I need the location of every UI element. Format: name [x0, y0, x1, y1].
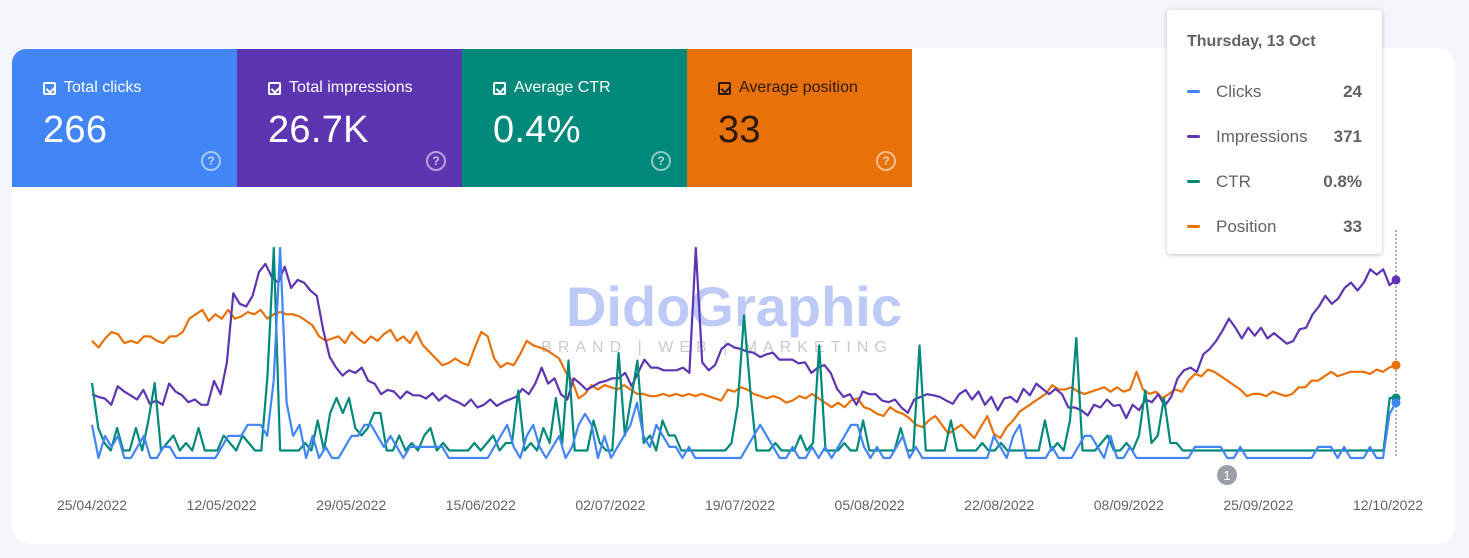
x-tick-label: 25/09/2022	[1223, 497, 1293, 513]
metric-tile-total-impressions[interactable]: Total impressions 26.7K ?	[237, 49, 462, 187]
series-line-impressions	[91, 246, 1397, 420]
help-icon[interactable]: ?	[201, 151, 221, 171]
tooltip-row-value: 0.8%	[1323, 171, 1362, 191]
annotation-marker[interactable]: 1	[1217, 465, 1237, 485]
metric-value: 0.4%	[493, 109, 581, 151]
x-tick-label: 08/09/2022	[1094, 497, 1164, 513]
hover-dot-position	[1391, 360, 1401, 370]
watermark-logo: DidoGraphic BRAND | WEB | MARKETING	[541, 275, 902, 356]
tooltip-row-clicks: Clicks 24	[1187, 69, 1362, 114]
help-icon[interactable]: ?	[426, 151, 446, 171]
metric-label: Total clicks	[64, 79, 142, 96]
tooltip-row-value: 24	[1343, 81, 1362, 101]
x-tick-label: 22/08/2022	[964, 497, 1034, 513]
metric-tile-total-clicks[interactable]: Total clicks 266 ?	[12, 49, 237, 187]
annotation-marker-label: 1	[1223, 468, 1230, 483]
metric-value: 266	[43, 109, 108, 151]
checkbox-icon[interactable]	[493, 81, 506, 95]
metric-value: 33	[718, 109, 761, 151]
tooltip-date: Thursday, 13 Oct	[1187, 33, 1316, 50]
x-tick-label: 12/10/2022	[1353, 497, 1423, 513]
hover-dots	[1391, 275, 1401, 408]
tooltip-row-value: 33	[1343, 216, 1362, 236]
x-tick-label: 02/07/2022	[575, 497, 645, 513]
series-line-clicks	[90, 246, 1397, 460]
x-tick-label: 15/06/2022	[446, 497, 516, 513]
tooltip-row-value: 371	[1333, 126, 1362, 146]
hover-dot-clicks	[1391, 398, 1401, 408]
hover-dot-impressions	[1391, 275, 1401, 285]
metric-tile-average-ctr[interactable]: Average CTR 0.4% ?	[462, 49, 687, 187]
metric-tile-average-position[interactable]: Average position 33 ?	[687, 49, 912, 187]
x-tick-label: 19/07/2022	[705, 497, 775, 513]
metric-label: Total impressions	[289, 79, 413, 96]
tooltip-row-impressions: Impressions 371	[1187, 114, 1362, 159]
chart-tooltip: Thursday, 13 Oct Clicks 24 Impressions 3…	[1167, 10, 1382, 254]
help-icon[interactable]: ?	[651, 151, 671, 171]
checkbox-icon[interactable]	[43, 81, 56, 95]
x-axis: 25/04/2022 12/05/2022 29/05/2022 15/06/2022…	[57, 497, 1423, 513]
metric-value: 26.7K	[268, 109, 369, 151]
tooltip-row-name: Position	[1216, 216, 1277, 236]
tooltip-row-name: CTR	[1216, 171, 1251, 191]
metric-label: Average position	[739, 79, 858, 96]
legend-swatch	[1187, 225, 1200, 228]
checkbox-icon[interactable]	[268, 81, 281, 95]
legend-swatch	[1187, 90, 1200, 93]
legend-swatch	[1187, 135, 1200, 138]
series-layer	[90, 246, 1397, 460]
series-line-position	[91, 308, 1397, 440]
legend-swatch	[1187, 180, 1200, 183]
watermark-brand: DidoGraphic	[566, 275, 902, 338]
x-tick-label: 25/04/2022	[57, 497, 127, 513]
metric-tiles: Total clicks 266 ? Total impressions 26.…	[12, 49, 912, 187]
tooltip-row-ctr: CTR 0.8%	[1187, 159, 1362, 204]
x-tick-label: 29/05/2022	[316, 497, 386, 513]
tooltip-row-position: Position 33	[1187, 204, 1362, 249]
tooltip-row-name: Impressions	[1216, 126, 1308, 146]
tooltip-row-name: Clicks	[1216, 81, 1262, 101]
checkbox-icon[interactable]	[718, 81, 731, 95]
metric-label: Average CTR	[514, 79, 611, 96]
x-tick-label: 05/08/2022	[835, 497, 905, 513]
watermark-tagline: BRAND | WEB | MARKETING	[541, 339, 893, 356]
help-icon[interactable]: ?	[876, 151, 896, 171]
x-tick-label: 12/05/2022	[187, 497, 257, 513]
